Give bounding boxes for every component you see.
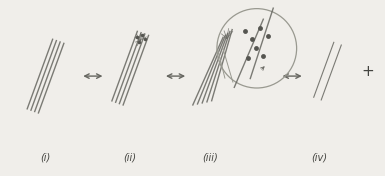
Text: (i): (i): [40, 152, 51, 162]
Text: +: +: [361, 64, 374, 79]
Text: (ii): (ii): [124, 152, 137, 162]
Text: (iii): (iii): [202, 152, 218, 162]
Text: (iv): (iv): [311, 152, 328, 162]
